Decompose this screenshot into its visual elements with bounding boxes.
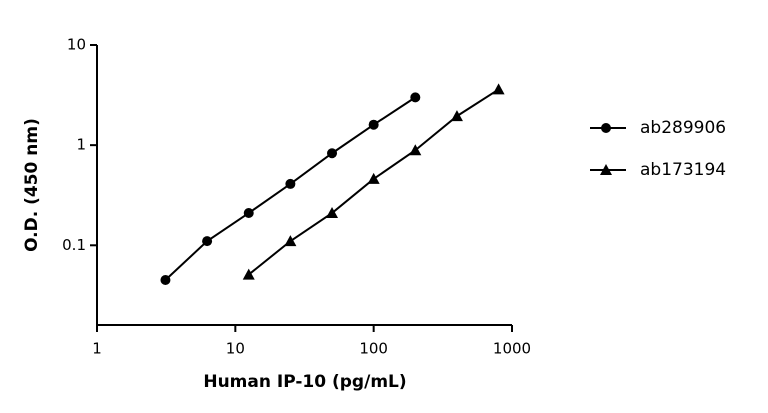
legend-label: ab289906 — [640, 118, 726, 138]
marker — [368, 119, 379, 130]
y-tick-label: 0.1 — [62, 236, 86, 254]
y-tick-label: 10 — [67, 36, 86, 54]
x-axis-title: Human IP-10 (pg/mL) — [203, 372, 406, 392]
marker — [409, 144, 422, 156]
x-tick-label: 10 — [226, 340, 245, 358]
marker — [600, 164, 612, 175]
marker — [202, 236, 213, 247]
marker — [160, 275, 171, 286]
marker — [327, 148, 338, 159]
marker — [367, 172, 380, 184]
x-tick-label: 1 — [92, 340, 102, 358]
y-axis-title: O.D. (450 nm) — [22, 118, 42, 252]
y-tick-label: 1 — [76, 136, 86, 154]
x-tick-label: 1000 — [493, 340, 531, 358]
marker — [326, 207, 339, 219]
marker — [242, 268, 255, 280]
marker — [601, 123, 611, 133]
marker — [285, 178, 296, 189]
x-tick-label: 100 — [359, 340, 388, 358]
marker — [243, 208, 254, 219]
marker — [492, 83, 505, 95]
legend-label: ab173194 — [640, 160, 726, 180]
marker — [450, 110, 463, 122]
marker — [410, 92, 421, 103]
marker — [284, 235, 297, 247]
axes — [96, 45, 512, 326]
